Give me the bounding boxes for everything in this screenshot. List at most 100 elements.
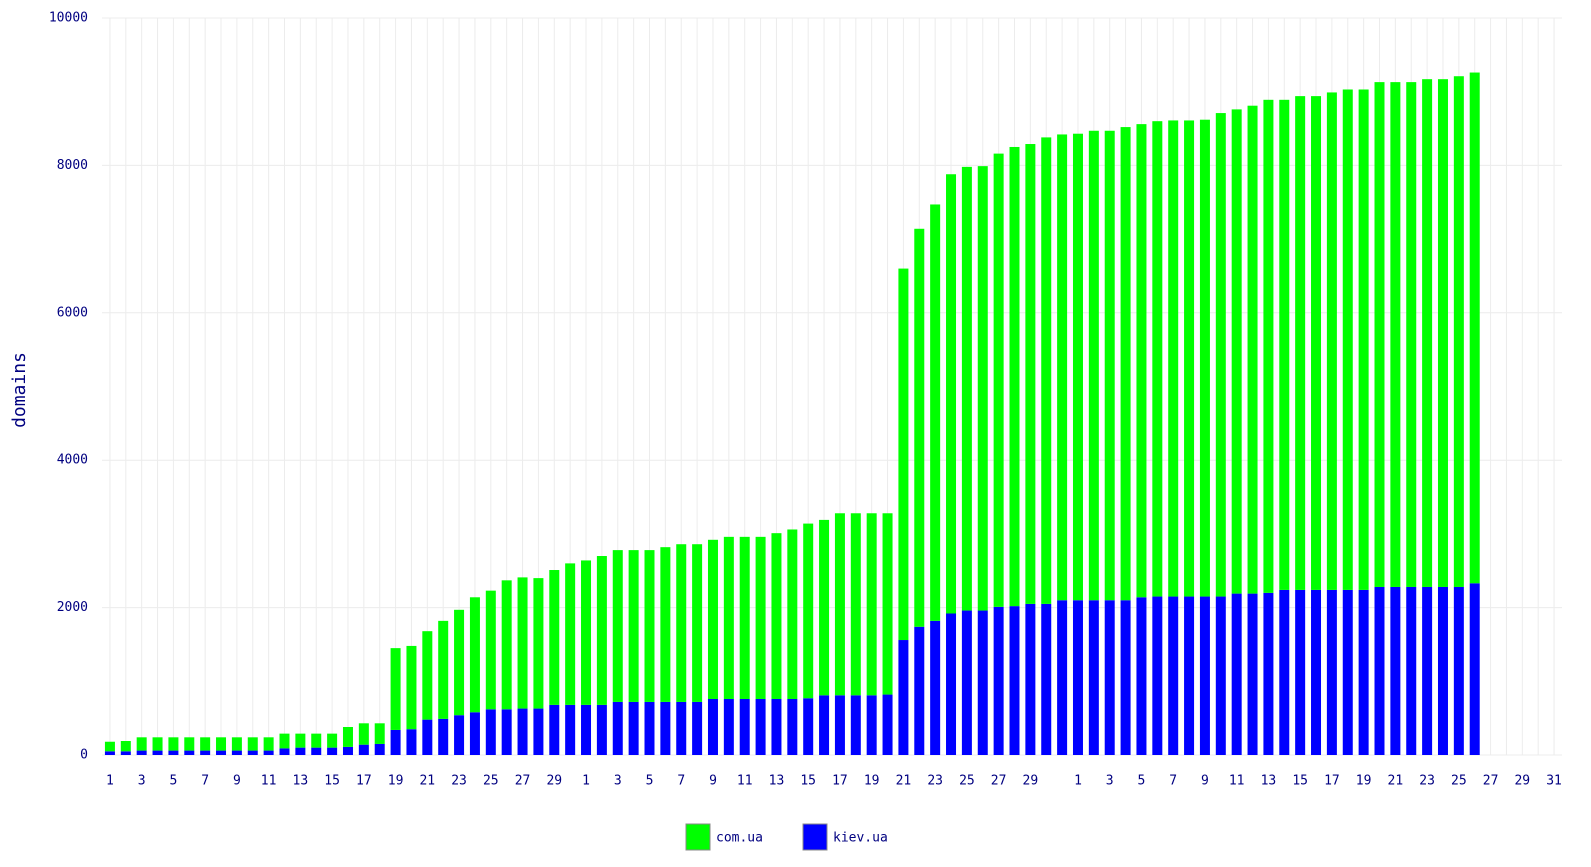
bar-segment <box>581 560 592 705</box>
bar-segment <box>104 751 115 755</box>
bar-segment <box>1453 586 1464 755</box>
x-tick-label: 15 <box>800 774 816 789</box>
x-tick-label: 9 <box>233 774 241 789</box>
bar-segment <box>311 733 322 748</box>
bar-segment <box>930 204 941 621</box>
bar-segment <box>517 577 528 709</box>
bar-segment <box>1104 130 1115 601</box>
bar-segment <box>1311 96 1322 590</box>
x-tick-label: 9 <box>709 774 717 789</box>
bar-segment <box>596 704 607 755</box>
bar-segment <box>1120 600 1131 755</box>
bar-segment <box>882 513 893 695</box>
bar-segment <box>1072 133 1083 601</box>
bar-segment <box>1120 127 1131 601</box>
bar-segment <box>1422 79 1433 587</box>
bar-segment <box>707 539 718 699</box>
bar-segment <box>438 718 449 755</box>
bar-segment <box>1295 589 1306 755</box>
bar-segment <box>755 698 766 755</box>
bar-segment <box>1168 120 1179 597</box>
bar-segment <box>184 737 195 751</box>
bar-segment <box>1437 586 1448 755</box>
x-tick-label: 21 <box>1388 774 1404 789</box>
x-tick-label: 15 <box>324 774 340 789</box>
bar-segment <box>104 741 115 752</box>
bar-segment <box>676 544 687 702</box>
y-tick-label: 8000 <box>57 158 88 173</box>
bar-segment <box>136 750 147 755</box>
bar-segment <box>692 701 703 755</box>
x-tick-label: 3 <box>138 774 146 789</box>
bar-segment <box>1199 596 1210 755</box>
x-tick-label: 19 <box>388 774 404 789</box>
bar-segment <box>581 704 592 755</box>
x-tick-label: 5 <box>169 774 177 789</box>
bar-segment <box>295 733 306 748</box>
bar-segment <box>216 737 227 751</box>
x-tick-label: 13 <box>769 774 785 789</box>
bar-segment <box>1326 589 1337 755</box>
bar-segment <box>311 747 322 755</box>
bar-segment <box>961 610 972 755</box>
x-tick-label: 1 <box>1074 774 1082 789</box>
bar-segment <box>977 166 988 611</box>
bar-segment <box>787 698 798 755</box>
bar-segment <box>390 729 401 755</box>
bar-segment <box>1231 109 1242 594</box>
bar-segment <box>1152 596 1163 755</box>
x-tick-label: 3 <box>614 774 622 789</box>
bar-segment <box>1469 583 1480 755</box>
bar-segment <box>1279 589 1290 755</box>
bar-segment <box>120 751 131 755</box>
x-tick-label: 29 <box>546 774 562 789</box>
bar-segment <box>438 620 449 719</box>
bar-segment <box>1279 99 1290 590</box>
bar-segment <box>850 513 861 696</box>
bar-segment <box>1374 586 1385 755</box>
x-tick-label: 25 <box>1451 774 1467 789</box>
bar-segment <box>1057 134 1068 601</box>
bar-segment <box>1041 137 1052 604</box>
bar-segment <box>342 726 353 747</box>
bar-segment <box>914 228 925 627</box>
bar-segment <box>152 737 163 751</box>
bar-segment <box>1437 79 1448 587</box>
bar-segment <box>358 723 369 745</box>
x-tick-label: 17 <box>832 774 848 789</box>
x-tick-label: 29 <box>1514 774 1530 789</box>
bar-segment <box>136 737 147 751</box>
bar-segment <box>1088 600 1099 755</box>
bar-segment <box>406 645 417 730</box>
bar-segment <box>882 694 893 755</box>
bar-segment <box>1342 589 1353 755</box>
bar-segment <box>1215 113 1226 597</box>
bar-segment <box>930 620 941 755</box>
bar-segment <box>819 695 830 755</box>
legend-label: kiev.ua <box>833 831 888 846</box>
x-tick-label: 7 <box>201 774 209 789</box>
bar-segment <box>755 536 766 699</box>
bar-segment <box>898 268 909 641</box>
y-tick-label: 4000 <box>57 453 88 468</box>
x-tick-label: 9 <box>1201 774 1209 789</box>
x-tick-label: 27 <box>1483 774 1499 789</box>
bar-segment <box>1136 597 1147 755</box>
x-tick-label: 25 <box>483 774 499 789</box>
x-tick-label: 3 <box>1106 774 1114 789</box>
bar-segment <box>993 606 1004 755</box>
bar-segment <box>549 570 560 705</box>
y-tick-label: 0 <box>80 748 88 763</box>
bar-segment <box>168 750 179 755</box>
x-tick-label: 23 <box>927 774 943 789</box>
x-tick-label: 29 <box>1023 774 1039 789</box>
bar-segment <box>1247 593 1258 755</box>
bar-segment <box>946 613 957 755</box>
bar-segment <box>327 733 338 748</box>
bar-segment <box>739 536 750 699</box>
x-tick-label: 19 <box>864 774 880 789</box>
bar-segment <box>1390 586 1401 755</box>
bar-segment <box>184 750 195 755</box>
bar-segment <box>422 631 433 720</box>
x-tick-label: 11 <box>1229 774 1245 789</box>
